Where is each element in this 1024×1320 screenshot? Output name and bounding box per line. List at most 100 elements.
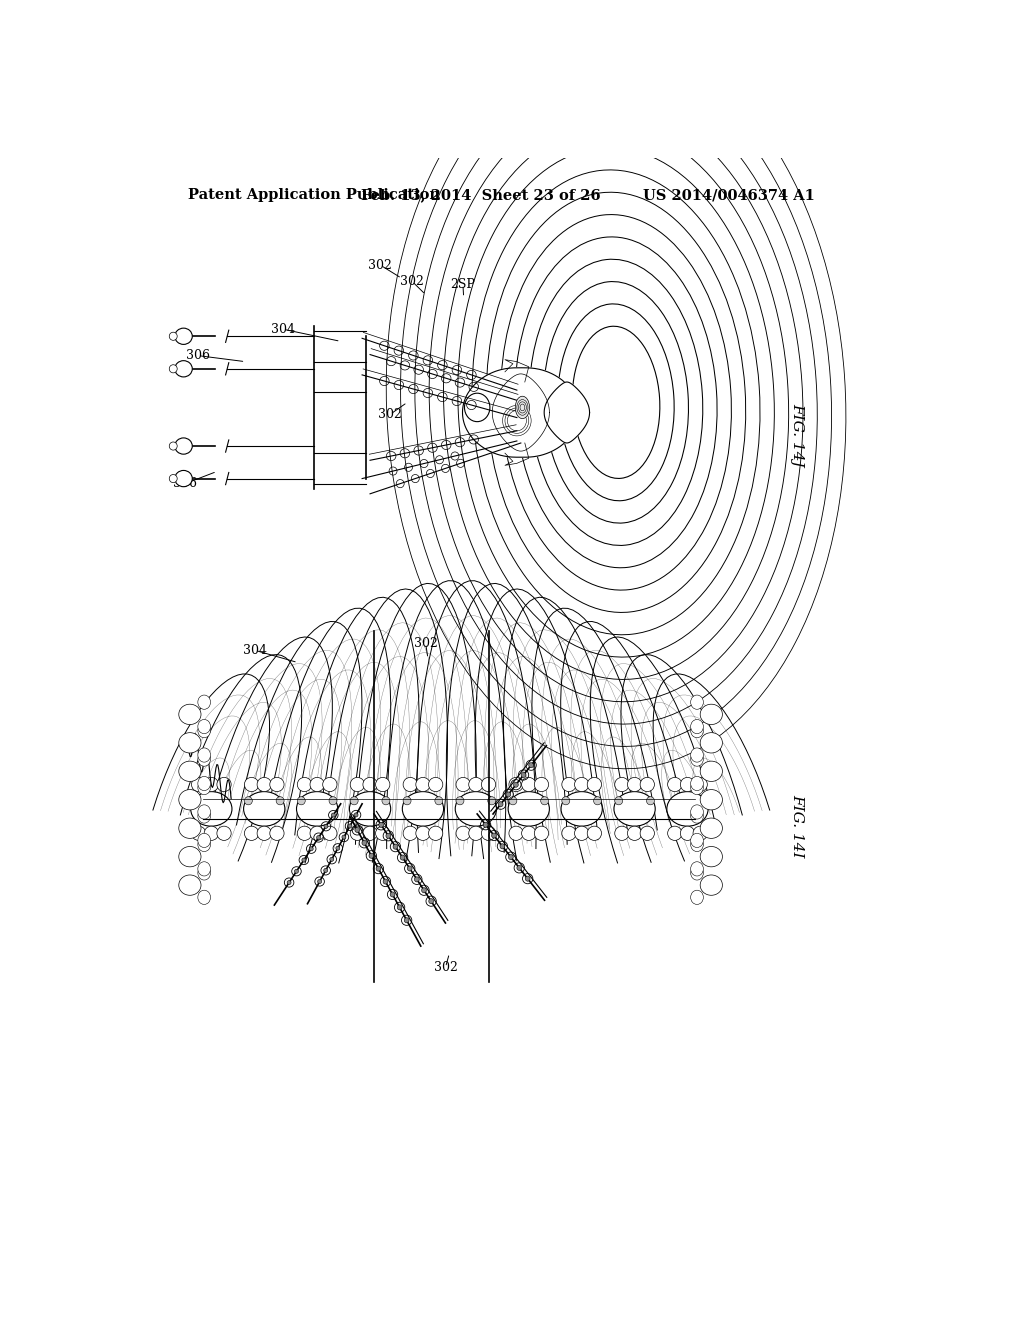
- Ellipse shape: [640, 826, 654, 841]
- Ellipse shape: [330, 857, 334, 862]
- Ellipse shape: [361, 841, 367, 845]
- Ellipse shape: [379, 822, 384, 828]
- Ellipse shape: [667, 792, 709, 826]
- Ellipse shape: [428, 826, 442, 841]
- Ellipse shape: [403, 826, 418, 841]
- Ellipse shape: [628, 777, 642, 792]
- Ellipse shape: [525, 876, 530, 882]
- Ellipse shape: [456, 792, 497, 826]
- Ellipse shape: [469, 777, 483, 792]
- Ellipse shape: [175, 329, 193, 345]
- Ellipse shape: [204, 777, 218, 792]
- Polygon shape: [493, 374, 550, 451]
- Ellipse shape: [179, 733, 201, 752]
- Ellipse shape: [376, 866, 381, 871]
- Ellipse shape: [198, 723, 211, 738]
- Ellipse shape: [355, 828, 359, 833]
- Ellipse shape: [562, 797, 569, 805]
- Ellipse shape: [179, 846, 201, 867]
- Ellipse shape: [362, 777, 377, 792]
- Ellipse shape: [297, 826, 311, 841]
- Ellipse shape: [302, 858, 306, 862]
- Ellipse shape: [393, 843, 397, 849]
- Ellipse shape: [198, 696, 211, 709]
- Ellipse shape: [269, 777, 284, 792]
- Ellipse shape: [428, 777, 442, 792]
- Ellipse shape: [329, 797, 337, 805]
- Ellipse shape: [198, 752, 211, 766]
- Text: Patent Application Publication: Patent Application Publication: [187, 189, 439, 202]
- Ellipse shape: [515, 396, 529, 418]
- Ellipse shape: [297, 792, 338, 826]
- Ellipse shape: [257, 826, 271, 841]
- Ellipse shape: [169, 474, 177, 483]
- Ellipse shape: [287, 880, 291, 884]
- Text: US 2014/0046374 A1: US 2014/0046374 A1: [643, 189, 814, 202]
- Ellipse shape: [179, 789, 201, 810]
- Ellipse shape: [640, 777, 654, 792]
- Ellipse shape: [324, 824, 328, 829]
- Ellipse shape: [169, 333, 177, 341]
- Ellipse shape: [403, 777, 418, 792]
- Ellipse shape: [509, 826, 523, 841]
- Ellipse shape: [354, 813, 358, 817]
- Ellipse shape: [198, 776, 211, 791]
- Ellipse shape: [382, 797, 390, 805]
- Ellipse shape: [500, 843, 505, 849]
- Ellipse shape: [700, 789, 722, 810]
- Ellipse shape: [552, 393, 578, 421]
- Ellipse shape: [416, 777, 430, 792]
- Ellipse shape: [403, 797, 411, 805]
- Text: FIG. 14J: FIG. 14J: [791, 403, 805, 467]
- Ellipse shape: [690, 833, 703, 847]
- Ellipse shape: [574, 826, 589, 841]
- Ellipse shape: [700, 704, 722, 725]
- Ellipse shape: [217, 777, 231, 792]
- Ellipse shape: [700, 733, 722, 752]
- Ellipse shape: [190, 792, 232, 826]
- Ellipse shape: [244, 792, 285, 826]
- Ellipse shape: [456, 826, 470, 841]
- Ellipse shape: [323, 777, 337, 792]
- Ellipse shape: [324, 869, 328, 873]
- Ellipse shape: [191, 826, 206, 841]
- Ellipse shape: [690, 805, 703, 818]
- Ellipse shape: [198, 862, 211, 876]
- Ellipse shape: [408, 866, 412, 871]
- Ellipse shape: [587, 777, 601, 792]
- Ellipse shape: [508, 792, 550, 826]
- Ellipse shape: [506, 792, 511, 797]
- Ellipse shape: [561, 792, 602, 826]
- Ellipse shape: [614, 797, 623, 805]
- Ellipse shape: [217, 826, 231, 841]
- Ellipse shape: [350, 777, 365, 792]
- Ellipse shape: [541, 797, 549, 805]
- Ellipse shape: [175, 360, 193, 378]
- Ellipse shape: [175, 470, 193, 487]
- Ellipse shape: [245, 797, 252, 805]
- Ellipse shape: [317, 879, 322, 883]
- Ellipse shape: [487, 797, 496, 805]
- Ellipse shape: [690, 809, 703, 824]
- Ellipse shape: [587, 826, 601, 841]
- Ellipse shape: [690, 748, 703, 762]
- Ellipse shape: [198, 748, 211, 762]
- Ellipse shape: [456, 777, 470, 792]
- Ellipse shape: [191, 777, 206, 792]
- Ellipse shape: [415, 876, 419, 882]
- Ellipse shape: [297, 797, 305, 805]
- Ellipse shape: [690, 837, 703, 851]
- Ellipse shape: [481, 826, 496, 841]
- Text: 302: 302: [433, 961, 458, 974]
- Ellipse shape: [362, 826, 377, 841]
- Ellipse shape: [535, 826, 549, 841]
- Text: 304: 304: [243, 644, 267, 657]
- Text: 304: 304: [270, 322, 295, 335]
- Ellipse shape: [690, 752, 703, 766]
- Ellipse shape: [469, 826, 483, 841]
- Text: FIG. 14I: FIG. 14I: [791, 795, 805, 858]
- Ellipse shape: [628, 826, 642, 841]
- Text: 306: 306: [173, 477, 198, 490]
- Text: 2SP: 2SP: [451, 279, 475, 290]
- Text: 302: 302: [414, 636, 437, 649]
